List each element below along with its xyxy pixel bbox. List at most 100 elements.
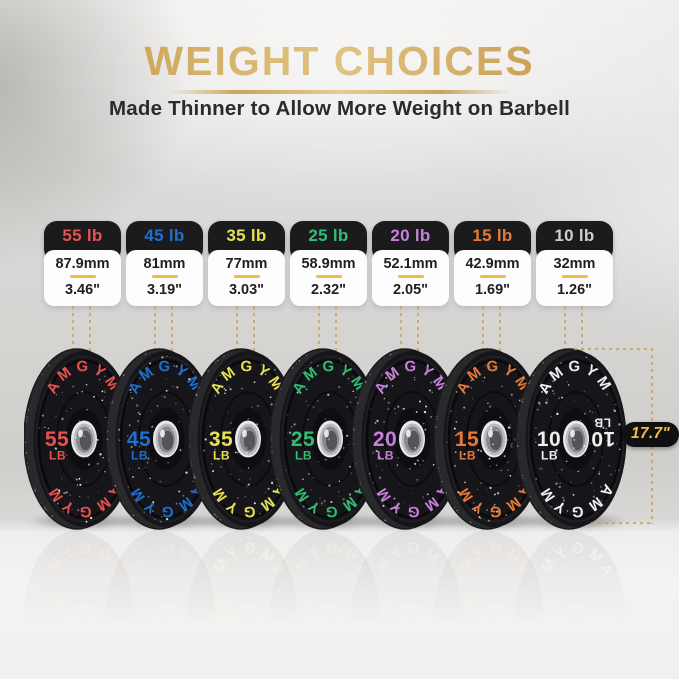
plate-number: 20	[372, 428, 396, 451]
diameter-line-top	[574, 348, 652, 350]
weight-card-body: 32mm 1.26"	[536, 250, 613, 306]
measure-line	[481, 306, 484, 368]
plate-number: 25	[290, 428, 314, 451]
thickness-mm: 32mm	[553, 256, 596, 272]
thickness-mm: 87.9mm	[55, 256, 110, 272]
weight-label: 10 lb	[554, 226, 595, 245]
diameter-badge: 17.7"	[622, 422, 679, 447]
plate-unit: LB	[459, 598, 476, 612]
plate-unit: LB	[49, 449, 66, 463]
thickness-divider	[233, 275, 260, 278]
plate-unit: LB	[49, 598, 66, 612]
plate-unit: LB	[295, 598, 312, 612]
plate-number: 25	[290, 609, 314, 632]
thickness-divider	[479, 275, 506, 278]
page-title: WEIGHT CHOICES	[0, 38, 679, 85]
thickness-inches: 3.03"	[228, 282, 265, 298]
plate-number: 20	[372, 609, 396, 632]
measure-line	[416, 306, 419, 368]
thickness-mm: 52.1mm	[383, 256, 438, 272]
plate-number: 10	[590, 427, 614, 450]
plate-unit: LB	[594, 631, 611, 645]
measure-line	[170, 306, 173, 368]
weight-card: 25 lb 58.9mm 2.32"	[290, 221, 367, 306]
measure-line	[252, 306, 255, 368]
plate-number: 10	[590, 610, 614, 633]
page-subtitle: Made Thinner to Allow More Weight on Bar…	[109, 97, 570, 120]
weight-card-body: 77mm 3.03"	[208, 250, 285, 306]
thickness-divider	[151, 275, 178, 278]
thickness-divider	[69, 275, 96, 278]
weight-cards-row: 55 lb 87.9mm 3.46" 45 lb 81mm 3.19" 35 l…	[0, 221, 668, 306]
measure-line	[71, 306, 74, 368]
plate-number: 35	[208, 609, 232, 632]
thickness-divider	[315, 275, 342, 278]
weight-card: 45 lb 81mm 3.19"	[126, 221, 203, 306]
weight-card: 20 lb 52.1mm 2.05"	[372, 221, 449, 306]
weight-card: 15 lb 42.9mm 1.69"	[454, 221, 531, 306]
thickness-inches: 3.46"	[64, 282, 101, 298]
measure-line	[153, 306, 156, 368]
plate-number: 55	[44, 609, 68, 632]
thickness-inches: 2.05"	[392, 282, 429, 298]
title-underline	[169, 90, 510, 94]
weight-label: 55 lb	[62, 226, 103, 245]
thickness-divider	[561, 275, 588, 278]
weight-card-body: 58.9mm 2.32"	[290, 250, 367, 306]
weight-label: 35 lb	[226, 226, 267, 245]
plate-unit: LB	[295, 449, 312, 463]
plate-unit: LB	[541, 598, 558, 612]
measure-line	[317, 306, 320, 368]
weight-card-body: 52.1mm 2.05"	[372, 250, 449, 306]
measure-line	[88, 306, 91, 368]
plate-number: 45	[126, 609, 150, 632]
thickness-mm: 58.9mm	[301, 256, 356, 272]
thickness-mm: 42.9mm	[465, 256, 520, 272]
plate-unit: LB	[377, 598, 394, 612]
weight-label: 45 lb	[144, 226, 185, 245]
weight-card-body: 42.9mm 1.69"	[454, 250, 531, 306]
thickness-mm: 81mm	[143, 256, 186, 272]
measure-line	[399, 306, 402, 368]
weight-label: 20 lb	[390, 226, 431, 245]
thickness-inches: 1.69"	[474, 282, 511, 298]
plate-unit: LB	[541, 449, 558, 463]
measure-line	[563, 306, 566, 368]
plate-unit: LB	[213, 449, 230, 463]
plate-number: 15	[454, 428, 478, 451]
measure-line	[580, 306, 583, 368]
thickness-divider	[397, 275, 424, 278]
weight-card: 55 lb 87.9mm 3.46"	[44, 221, 121, 306]
plate-unit: LB	[377, 449, 394, 463]
weight-card: 35 lb 77mm 3.03"	[208, 221, 285, 306]
plate-number: 10	[536, 428, 560, 451]
weight-card-body: 81mm 3.19"	[126, 250, 203, 306]
plate-number: 55	[44, 428, 68, 451]
plate-unit: LB	[213, 598, 230, 612]
thickness-mm: 77mm	[225, 256, 268, 272]
plate-unit: LB	[131, 598, 148, 612]
plate-unit: LB	[594, 416, 611, 430]
weight-card-body: 87.9mm 3.46"	[44, 250, 121, 306]
diameter-line-bottom	[591, 522, 652, 524]
thickness-inches: 2.32"	[310, 282, 347, 298]
plate-unit: LB	[459, 449, 476, 463]
weight-card: 10 lb 32mm 1.26"	[536, 221, 613, 306]
weight-label: 25 lb	[308, 226, 349, 245]
measure-line	[498, 306, 501, 368]
plate-unit: LB	[131, 449, 148, 463]
